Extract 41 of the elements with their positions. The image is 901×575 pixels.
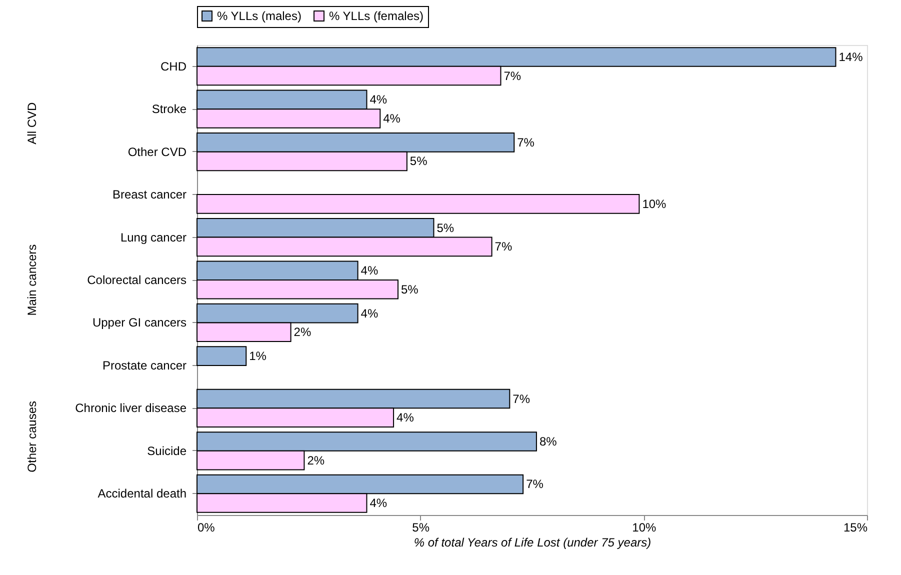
x-tick-label: 5%	[412, 520, 430, 534]
data-label: 4%	[396, 410, 414, 425]
data-label: 4%	[370, 92, 388, 107]
data-label: 7%	[512, 392, 530, 406]
data-label: 5%	[436, 220, 454, 235]
data-label: 7%	[494, 240, 512, 254]
data-label: 4%	[360, 306, 378, 320]
x-tick-label: 15%	[843, 520, 868, 534]
data-label: 1%	[249, 349, 267, 364]
data-label: 4%	[360, 264, 378, 278]
y-tick-label: Lung cancer	[120, 230, 187, 244]
x-tick-label: 0%	[198, 520, 216, 534]
y-tick-label: Colorectal cancers	[87, 273, 186, 287]
data-label: 8%	[539, 434, 558, 449]
x-axis-title: % of total Years of Life Lost (under 75 years)	[414, 536, 652, 550]
y-tick-label: Breast cancer	[112, 188, 186, 202]
y-tick-label: Suicide	[147, 444, 187, 458]
x-tick-label: 10%	[632, 520, 656, 534]
data-label: 7%	[517, 135, 535, 150]
text: All CVD	[25, 102, 39, 144]
y-tick-label: Other CVD	[128, 144, 187, 159]
legend-label: % YLLs (males)	[217, 9, 302, 23]
data-label: 14%	[838, 50, 864, 64]
data-label: 2%	[307, 453, 325, 468]
text: Main cancers	[25, 244, 39, 316]
data-label: 2%	[294, 325, 312, 340]
data-label: 5%	[401, 282, 419, 296]
y-tick-label: Chronic liver disease	[75, 401, 187, 416]
y-tick-label: Accidental death	[98, 486, 186, 501]
legend-label: % YLLs (females)	[329, 9, 424, 23]
y-tick-label: Stroke	[152, 102, 187, 116]
data-label: 7%	[504, 68, 522, 83]
text: Other causes	[25, 400, 39, 472]
data-label: 10%	[642, 196, 667, 211]
data-label: 5%	[410, 154, 428, 168]
y-tick-label: Prostate cancer	[102, 358, 186, 372]
data-label: 4%	[383, 111, 401, 126]
y-tick-label: CHD	[160, 59, 187, 74]
data-label: 4%	[370, 496, 388, 510]
data-label: 7%	[526, 477, 544, 492]
y-tick-label: Upper GI cancers	[92, 316, 186, 330]
